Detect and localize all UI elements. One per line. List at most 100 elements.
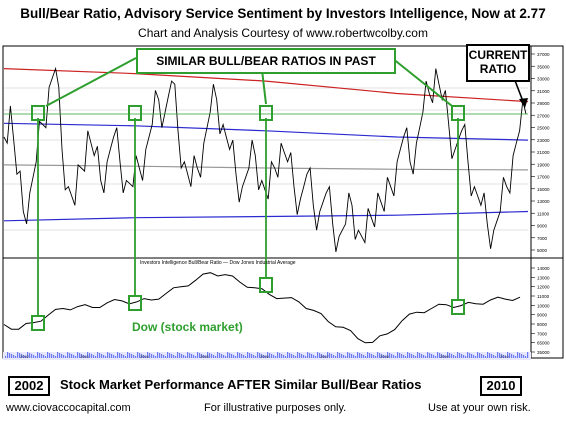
volume-bar	[293, 355, 295, 358]
volume-bar	[475, 356, 477, 358]
date-axis-label: 2010	[500, 354, 510, 359]
volume-bar	[521, 354, 523, 358]
volume-bar	[527, 352, 529, 358]
volume-bar	[327, 352, 329, 358]
volume-bar	[231, 354, 233, 358]
volume-bar	[235, 356, 237, 358]
volume-bar	[105, 356, 107, 358]
volume-bar	[307, 352, 309, 358]
volume-bar	[57, 352, 59, 358]
volume-bar	[183, 355, 185, 358]
volume-bar	[255, 356, 257, 358]
volume-bar	[321, 354, 323, 358]
lower-axis-tick-label: 13000	[537, 275, 550, 280]
volume-bar	[295, 356, 297, 358]
highlight-ratio-box	[259, 105, 273, 121]
volume-bar	[437, 352, 439, 358]
volume-bar	[461, 354, 463, 358]
right-axis-tick-label: 11000	[537, 211, 550, 216]
volume-bar	[215, 356, 217, 358]
footer-site: www.ciovaccocapital.com	[6, 402, 131, 414]
volume-bar	[399, 353, 401, 358]
volume-bar	[95, 356, 97, 358]
volume-bar	[385, 356, 387, 358]
volume-bar	[229, 353, 231, 358]
volume-bar	[427, 352, 429, 358]
right-axis-tick-label: 29000	[537, 101, 550, 106]
volume-bar	[185, 356, 187, 358]
volume-bar	[309, 353, 311, 358]
volume-bar	[329, 353, 331, 358]
volume-bar	[143, 355, 145, 358]
volume-bar	[145, 356, 147, 358]
highlight-dow-box	[128, 295, 142, 311]
volume-bar	[319, 353, 321, 358]
volume-bar	[59, 353, 61, 358]
lower-axis-tick-label: 10000	[537, 303, 550, 308]
volume-bar	[473, 355, 475, 358]
volume-bar	[509, 353, 511, 358]
volume-bar	[511, 354, 513, 358]
volume-bar	[87, 352, 89, 358]
dow-label: Dow (stock market)	[130, 320, 245, 334]
volume-bar	[173, 355, 175, 358]
volume-bar	[159, 353, 161, 358]
footer-illustrative: For illustrative purposes only.	[204, 402, 347, 414]
volume-bar	[383, 355, 385, 358]
volume-bar	[369, 353, 371, 358]
volume-bar	[517, 352, 519, 358]
volume-bar	[449, 353, 451, 358]
volume-bar	[417, 352, 419, 358]
volume-bar	[217, 352, 219, 358]
volume-bar	[265, 356, 267, 358]
volume-bar	[65, 356, 67, 358]
volume-bar	[69, 353, 71, 358]
volume-bar	[113, 355, 115, 358]
right-axis-tick-label: 9000	[537, 224, 548, 229]
right-axis-tick-label: 7000	[537, 236, 548, 241]
volume-bar	[79, 353, 81, 358]
volume-bar	[137, 352, 139, 358]
volume-bar	[367, 352, 369, 358]
volume-bar	[37, 352, 39, 358]
footer-risk: Use at your own risk.	[428, 402, 531, 414]
date-axis-label: 2003	[80, 354, 90, 359]
volume-bar	[245, 356, 247, 358]
volume-bar	[365, 356, 367, 358]
date-axis-label: 2005	[200, 354, 210, 359]
right-axis-tick-label: 15000	[537, 187, 550, 192]
highlight-dow-box	[259, 277, 273, 293]
volume-bar	[515, 356, 517, 358]
volume-bar	[247, 352, 249, 358]
volume-bar	[443, 355, 445, 358]
volume-bar	[251, 354, 253, 358]
volume-bar	[221, 354, 223, 358]
volume-bar	[237, 352, 239, 358]
current-ratio-line1: CURRENT	[468, 48, 528, 62]
volume-bar	[149, 353, 151, 358]
volume-bar	[311, 354, 313, 358]
volume-bar	[419, 353, 421, 358]
volume-bar	[127, 352, 129, 358]
volume-bar	[465, 356, 467, 358]
volume-bar	[333, 355, 335, 358]
volume-bar	[391, 354, 393, 358]
volume-bar	[175, 356, 177, 358]
volume-bar	[273, 355, 275, 358]
volume-bar	[433, 355, 435, 358]
volume-bar	[271, 354, 273, 358]
volume-bar	[209, 353, 211, 358]
volume-bar	[47, 352, 49, 358]
pointer-line-2	[391, 57, 453, 107]
volume-bar	[389, 353, 391, 358]
volume-bar	[147, 352, 149, 358]
volume-bar	[393, 355, 395, 358]
volume-bar	[169, 353, 171, 358]
volume-bar	[163, 355, 165, 358]
current-ratio-line2: RATIO	[479, 62, 517, 76]
volume-bar	[63, 355, 65, 358]
volume-bar	[81, 354, 83, 358]
volume-bar	[287, 352, 289, 358]
volume-bar	[455, 356, 457, 358]
volume-bar	[505, 356, 507, 358]
